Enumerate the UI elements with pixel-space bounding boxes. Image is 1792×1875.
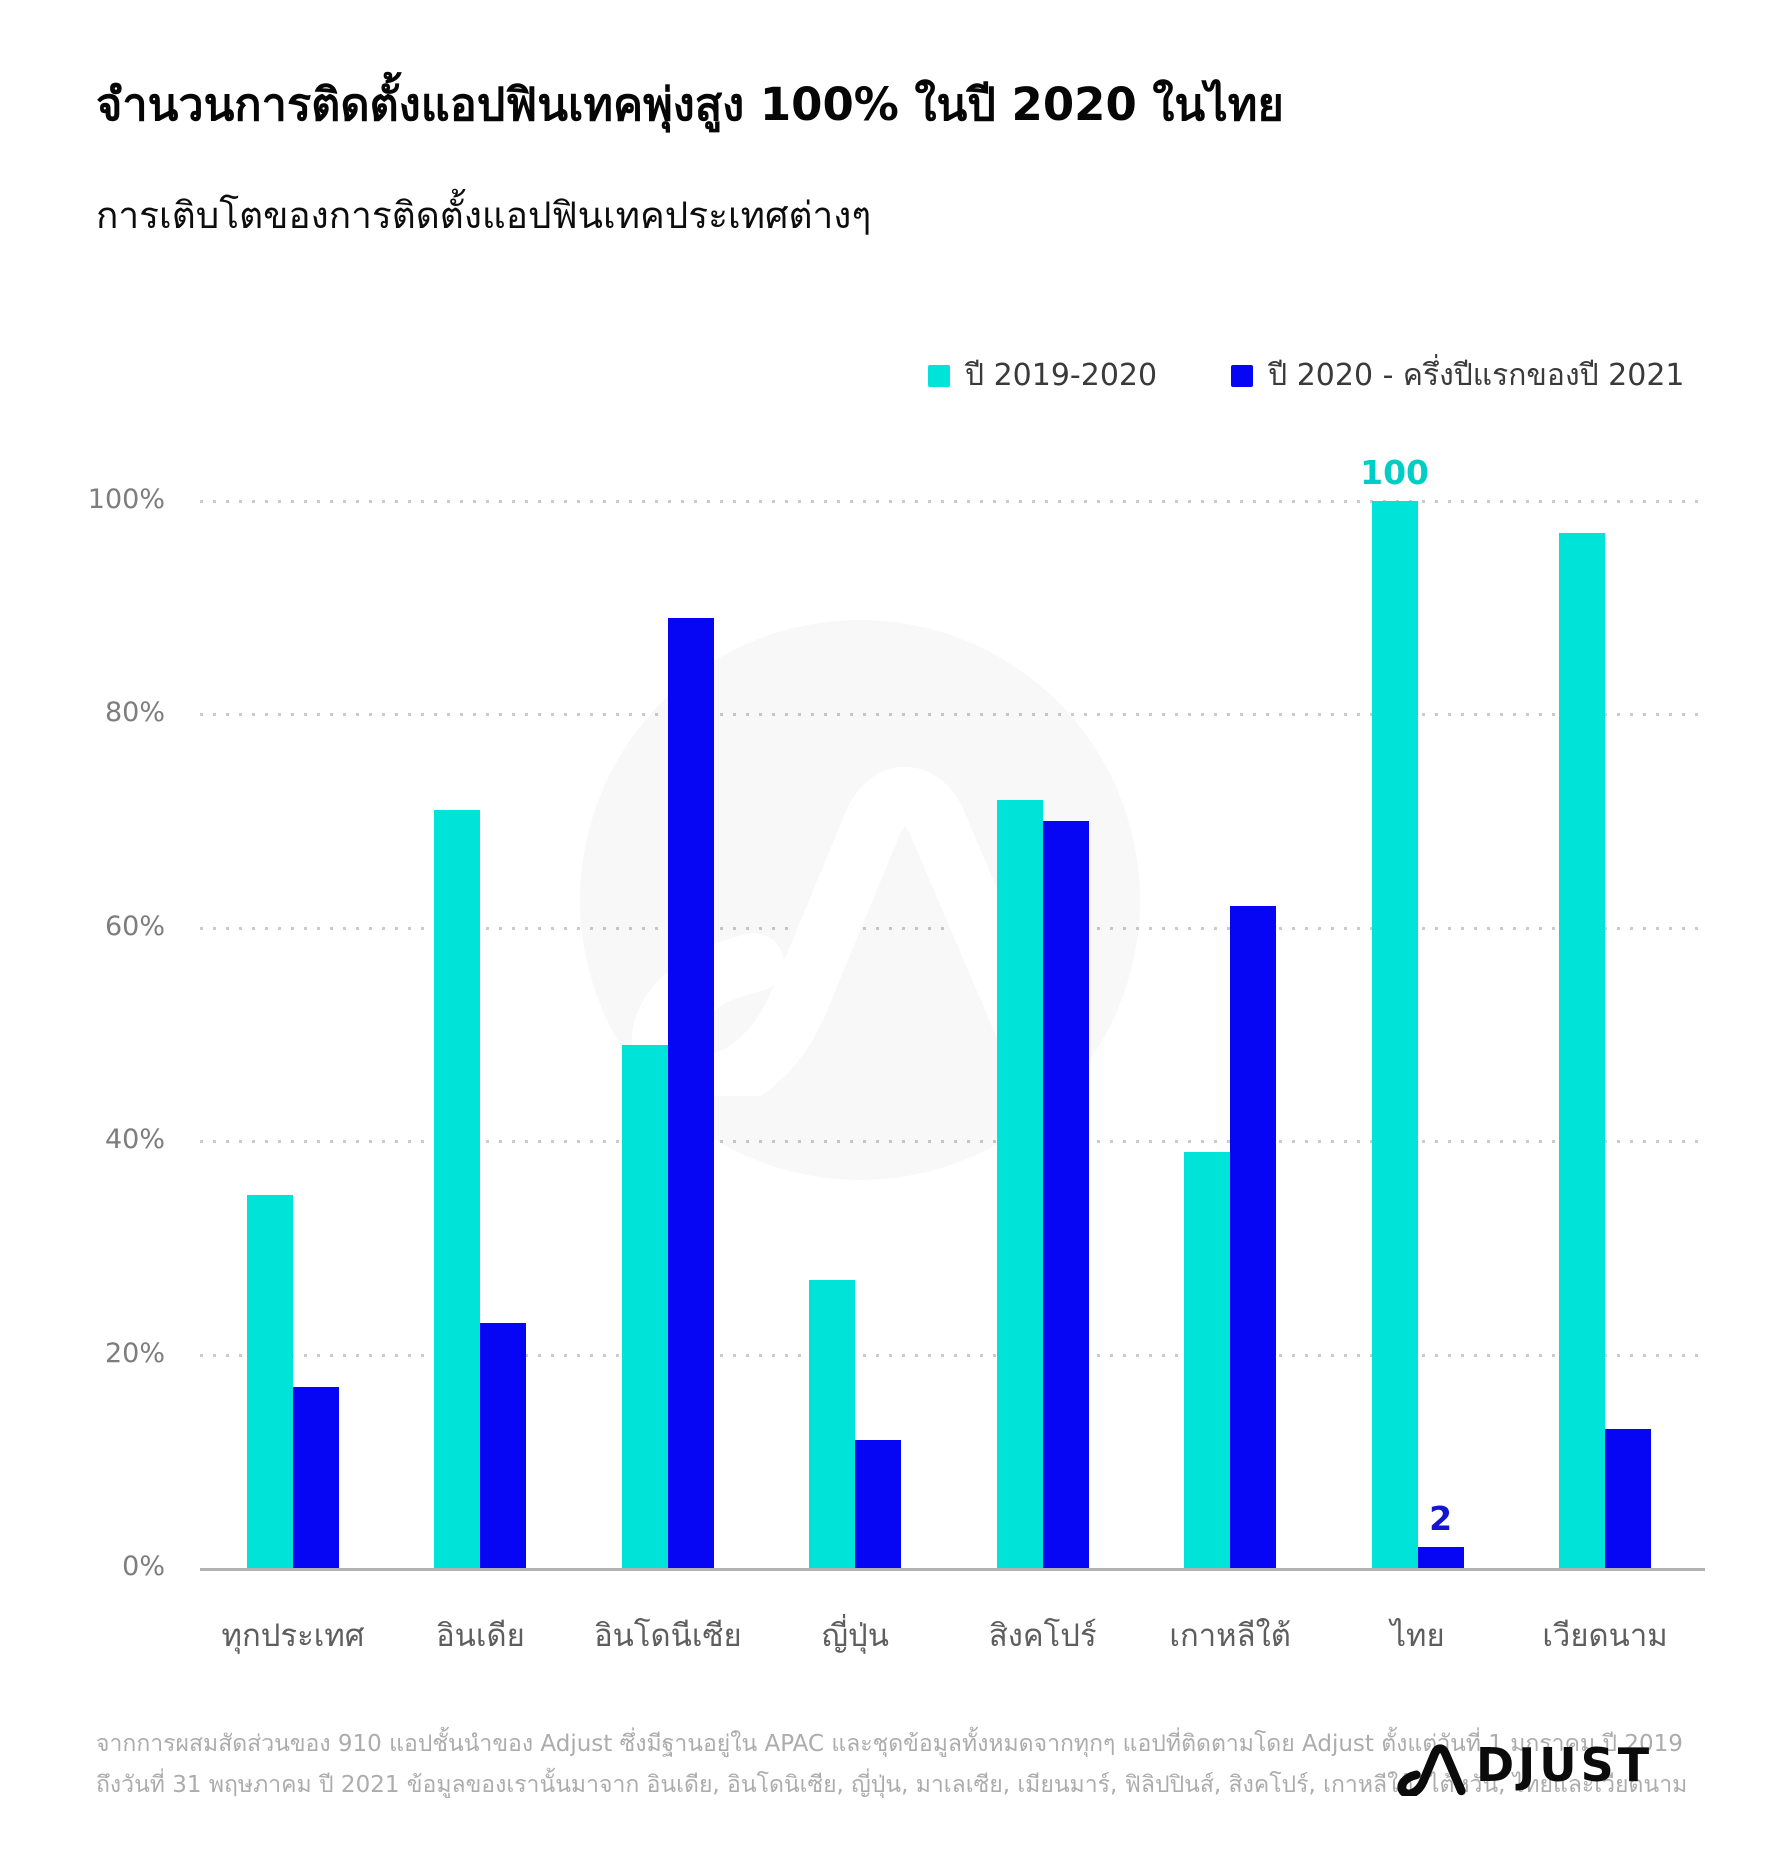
bar <box>1559 533 1605 1568</box>
legend-label: ปี 2019-2020 <box>965 358 1158 393</box>
legend-item: ปี 2020 - ครึ่งปีแรกของปี 2021 <box>1231 352 1685 399</box>
legend-item: ปี 2019-2020 <box>928 352 1157 399</box>
y-axis-tick-label: 40% <box>104 1124 165 1156</box>
x-axis-category-label: อินโดนีเซีย <box>594 1618 742 1654</box>
bar <box>996 799 1043 1568</box>
x-axis-category-label: ญี่ปุ่น <box>821 1618 889 1654</box>
x-axis-category-label: เกาหลีใต้ <box>1169 1618 1291 1654</box>
bar <box>1417 1546 1464 1568</box>
bar <box>855 1439 902 1568</box>
bar <box>480 1322 527 1568</box>
bar <box>293 1386 339 1568</box>
y-axis-tick-label: 20% <box>104 1337 165 1369</box>
gridline <box>200 500 1705 503</box>
bar <box>434 810 481 1568</box>
x-axis-category-label: อินเดีย <box>436 1618 525 1654</box>
legend-swatch-icon <box>928 364 950 387</box>
gridline <box>200 713 1705 717</box>
adjust-logo: DJUST <box>1396 1734 1653 1796</box>
x-axis-category-label: ทุกประเทศ <box>221 1618 365 1654</box>
page-subtitle: การเติบโตของการติดตั้งแอปฟินเทคประเทศต่า… <box>96 194 872 237</box>
bar <box>1371 501 1418 1568</box>
x-axis-category-label: เวียดนาม <box>1542 1618 1668 1654</box>
bar <box>1230 906 1277 1568</box>
bar <box>809 1279 856 1568</box>
bar <box>667 618 714 1568</box>
y-axis-tick-label: 60% <box>104 910 165 942</box>
y-axis-tick-label: 100% <box>87 484 165 515</box>
legend-label: ปี 2020 - ครึ่งปีแรกของปี 2021 <box>1268 358 1685 393</box>
y-axis-tick-label: 80% <box>104 697 165 729</box>
bar-chart <box>200 501 1705 1568</box>
bar <box>1605 1429 1651 1568</box>
y-axis-tick-label: 0% <box>122 1551 165 1582</box>
bar <box>621 1045 668 1568</box>
source-line-1: จากการผสมสัดส่วนของ 910 แอปชั้นนำของ Adj… <box>96 1731 1683 1757</box>
legend: ปี 2019-2020 ปี 2020 - ครึ่งปีแรกของปี 20… <box>928 352 1685 399</box>
adjust-logo-text: DJUST <box>1476 1738 1654 1792</box>
x-axis-category-label: ไทย <box>1390 1618 1445 1654</box>
legend-swatch-icon <box>1231 364 1254 387</box>
page-title: จำนวนการติดตั้งแอปฟินเทคพุ่งสูง 100% ในป… <box>96 78 1284 131</box>
bar <box>1042 821 1089 1568</box>
adjust-logo-a-icon <box>1397 1744 1466 1796</box>
bar <box>247 1194 293 1568</box>
x-axis-category-label: สิงคโปร์ <box>988 1618 1097 1654</box>
bar-value-label: 2 <box>1429 1498 1453 1538</box>
gridline <box>200 1353 1705 1357</box>
gridline <box>200 1140 1705 1144</box>
bar <box>1184 1151 1231 1568</box>
bar-value-label: 100 <box>1360 453 1430 492</box>
